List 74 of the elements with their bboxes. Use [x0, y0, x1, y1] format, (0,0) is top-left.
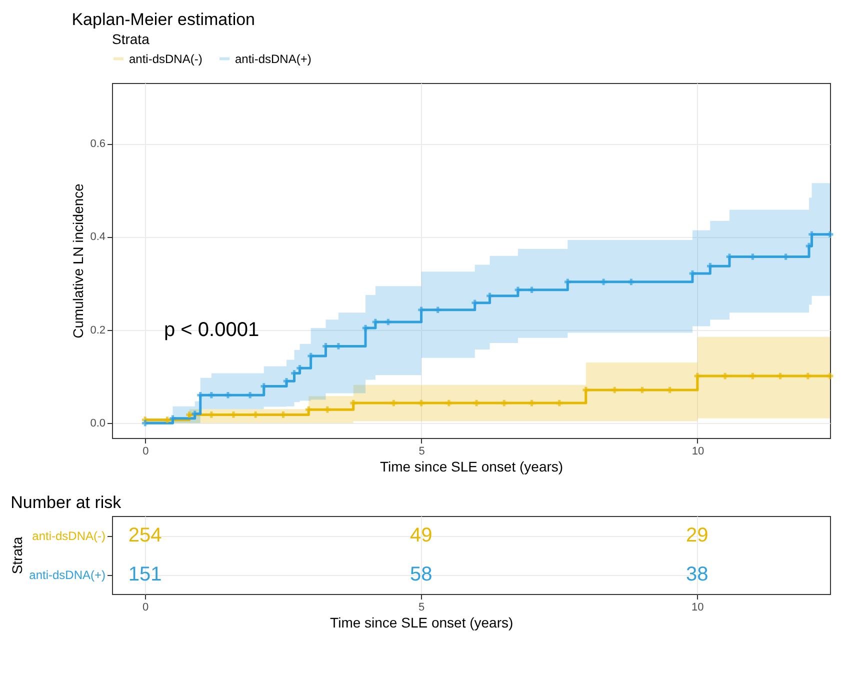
point: [722, 372, 728, 380]
y-axis-title: Strata: [9, 536, 26, 574]
point: [362, 324, 369, 332]
point: [305, 406, 312, 413]
point: [826, 231, 834, 238]
point: [418, 400, 424, 406]
point: [514, 286, 522, 294]
legend-label: anti-dsDNA(-): [129, 52, 202, 66]
y-axis-title: Cumulative LN incidence: [70, 183, 86, 338]
point: [208, 392, 215, 398]
x-tick-label: 0: [142, 602, 149, 614]
point: [806, 242, 812, 250]
data-label: 58: [410, 564, 432, 586]
point: [528, 400, 535, 406]
legend-label: anti-dsDNA(+): [235, 52, 312, 66]
x-tick-label: 0: [142, 446, 149, 458]
data-label: 38: [686, 564, 708, 586]
point: [372, 318, 379, 326]
data-label: 29: [686, 524, 708, 546]
point: [283, 378, 290, 384]
point: [564, 278, 571, 286]
point: [694, 372, 701, 380]
x-axis-title: Time since SLE onset (years): [380, 458, 564, 474]
point: [473, 400, 480, 406]
y-tick-label: 0.2: [90, 324, 106, 336]
point: [528, 286, 535, 294]
chart-title: Number at risk: [10, 493, 122, 512]
point: [750, 372, 756, 380]
point: [777, 372, 784, 380]
point: [556, 400, 563, 406]
point: [600, 278, 607, 286]
x-tick-label: 5: [418, 602, 425, 614]
y-tick-label: anti-dsDNA(+): [29, 568, 106, 582]
point: [246, 392, 254, 398]
data-label: 151: [128, 564, 162, 586]
chart-title: Kaplan-Meier estimation: [72, 10, 256, 29]
x-tick-label: 10: [692, 602, 704, 614]
point: [500, 400, 508, 406]
point: [296, 364, 303, 372]
point: [628, 278, 634, 286]
point: [826, 372, 834, 380]
point: [434, 306, 442, 314]
data-label: 49: [410, 524, 432, 546]
point: [611, 386, 618, 394]
point: [418, 306, 424, 314]
y-tick-label: 0.0: [90, 418, 106, 430]
point: [390, 400, 397, 406]
point: [486, 292, 493, 300]
legend-title: Strata: [112, 31, 150, 47]
point: [308, 352, 314, 360]
point: [472, 300, 478, 306]
point: [224, 392, 232, 398]
point: [324, 406, 331, 413]
point: [582, 386, 590, 394]
point: [164, 416, 170, 423]
point: [197, 392, 204, 398]
y-tick-label: 0.6: [90, 138, 106, 150]
x-axis-title: Time since SLE onset (years): [330, 614, 514, 630]
point: [804, 372, 812, 380]
point: [689, 270, 696, 277]
x-tick-label: 10: [692, 446, 704, 458]
point: [446, 400, 452, 406]
point: [666, 386, 673, 394]
point: [706, 262, 714, 270]
point: [142, 420, 148, 426]
annotation: p < 0.0001: [164, 319, 260, 341]
point: [808, 231, 815, 238]
point: [384, 318, 392, 326]
x-tick-label: 5: [418, 446, 425, 458]
y-tick-label: anti-dsDNA(-): [32, 529, 106, 543]
y-tick-label: 0.4: [90, 231, 106, 244]
data-label: 254: [128, 524, 162, 546]
point: [639, 386, 646, 394]
point: [350, 400, 357, 406]
